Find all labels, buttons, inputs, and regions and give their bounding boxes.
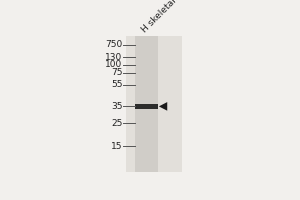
Text: H skeletal muscle: H skeletal muscle	[140, 0, 203, 34]
Bar	[135, 104, 158, 109]
Text: 100: 100	[105, 60, 122, 69]
Bar	[135, 36, 158, 172]
Text: 75: 75	[111, 68, 122, 77]
Bar	[126, 36, 182, 172]
Text: 35: 35	[111, 102, 122, 111]
Polygon shape	[159, 102, 167, 111]
Text: 25: 25	[111, 119, 122, 128]
Text: 750: 750	[105, 40, 122, 49]
Text: 55: 55	[111, 80, 122, 89]
Text: 130: 130	[105, 53, 122, 62]
Text: 15: 15	[111, 142, 122, 151]
